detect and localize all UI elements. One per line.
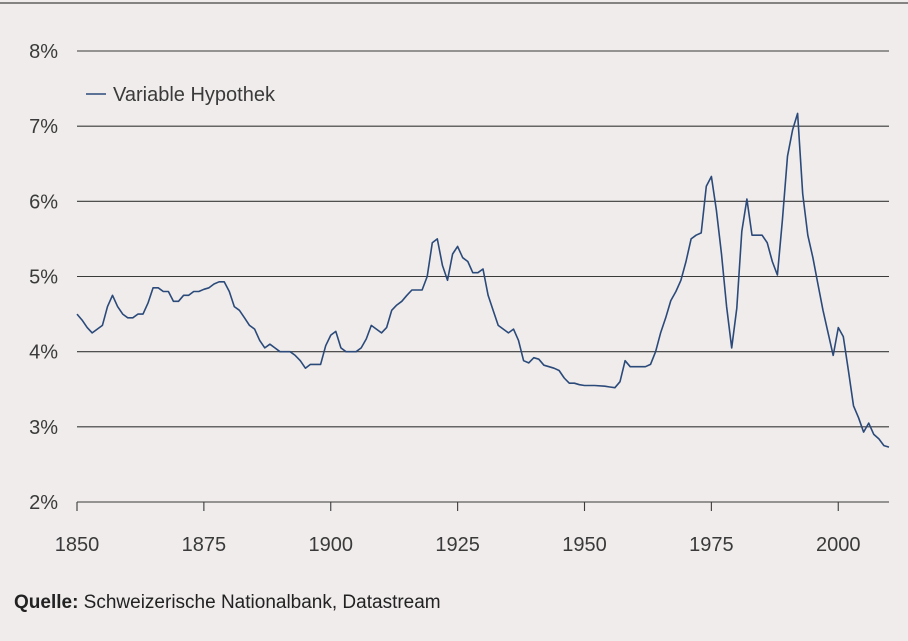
legend-label: Variable Hypothek [113,84,276,106]
series-line-0 [76,112,890,448]
x-tick-label: 1925 [435,534,480,556]
x-tick-label: 1950 [562,534,607,556]
x-tick-label: 2000 [816,534,861,556]
y-tick-label: 8% [29,41,58,63]
grid-layer [77,50,889,503]
x-tick-label: 1875 [182,534,227,556]
y-tick-label: 6% [29,191,58,213]
x-tick-label: 1900 [309,534,354,556]
y-tick-label: 5% [29,267,58,289]
source-note: Quelle: Schweizerische Nationalbank, Dat… [14,592,441,614]
source-label: Quelle: [14,592,79,613]
axis-layer: 2% 3% 4% 5% 6% 7% 8% 1850 1875 1900 1925 1950 1975 20… [29,41,860,556]
x-tick-label: 1975 [689,534,734,556]
y-tick-label: 4% [29,342,58,364]
source-text: Schweizerische Nationalbank, Datastream [78,592,441,613]
series-layer [76,112,890,448]
legend: Variable Hypothek [86,84,276,106]
x-tick-label: 1850 [55,534,100,556]
y-tick-label: 3% [29,417,58,439]
y-tick-label: 7% [29,116,58,138]
y-tick-label: 2% [29,492,58,514]
